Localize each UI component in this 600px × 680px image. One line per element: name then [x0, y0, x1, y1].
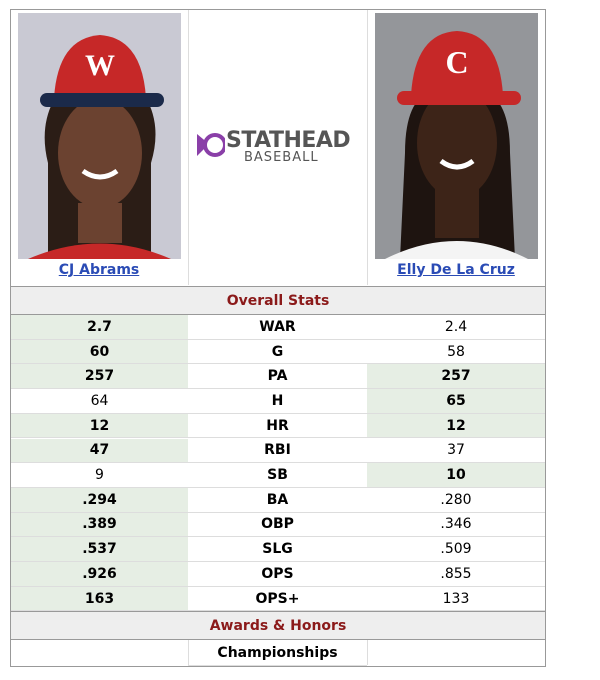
logo-sub: BASEBALL	[244, 150, 319, 165]
right-value: 2.4	[367, 315, 545, 340]
left-value: .294	[11, 487, 188, 513]
left-value: 257	[11, 364, 188, 390]
stat-label: SB	[188, 463, 367, 488]
stat-label: BA	[188, 488, 367, 513]
left-value: 12	[11, 413, 188, 439]
divider	[188, 640, 189, 666]
stat-label: OBP	[188, 513, 367, 538]
stat-label: RBI	[188, 439, 367, 464]
left-value: 163	[11, 586, 188, 612]
left-value: 9	[11, 463, 188, 488]
left-value: 64	[11, 389, 188, 414]
stat-label: WAR	[188, 315, 367, 340]
player-photo: C	[375, 13, 538, 259]
section-header: Overall Stats	[11, 286, 545, 315]
logo-mark	[197, 133, 225, 157]
right-value: .280	[367, 488, 545, 513]
stat-label: HR	[188, 414, 367, 439]
table-frame	[10, 9, 546, 667]
stat-label: PA	[188, 364, 367, 390]
svg-text:C: C	[445, 44, 468, 80]
right-value: 12	[367, 413, 545, 439]
right-value: .509	[367, 537, 545, 562]
left-value: 60	[11, 339, 188, 365]
stat-label: SLG	[188, 537, 367, 562]
player-name[interactable]: Elly De La Cruz	[397, 262, 515, 278]
logo-brand: STATHEAD	[226, 128, 351, 153]
right-value: 58	[367, 340, 545, 365]
svg-text:W: W	[85, 49, 115, 82]
player-photo: W	[18, 13, 181, 259]
left-value: .537	[11, 537, 188, 562]
right-value: 37	[367, 439, 545, 464]
stat-label: G	[188, 340, 367, 365]
left-value: .926	[11, 562, 188, 587]
stat-label: Championships	[188, 640, 367, 666]
section-header: Awards & Honors	[11, 611, 545, 641]
right-value: .346	[367, 513, 545, 538]
right-value: 133	[367, 587, 545, 612]
player-name[interactable]: CJ Abrams	[58, 262, 140, 278]
stat-label: OPS	[188, 562, 367, 587]
divider	[367, 10, 368, 285]
stat-label: H	[188, 389, 367, 414]
left-value: 47	[11, 438, 188, 464]
divider	[367, 640, 368, 666]
right-value: 10	[367, 463, 545, 488]
right-value: .855	[367, 562, 545, 587]
stat-label: OPS+	[188, 587, 367, 612]
left-value: 2.7	[11, 315, 188, 340]
left-value: .389	[11, 512, 188, 538]
right-value: 257	[367, 364, 545, 390]
divider	[188, 10, 189, 285]
right-value: 65	[367, 389, 545, 414]
